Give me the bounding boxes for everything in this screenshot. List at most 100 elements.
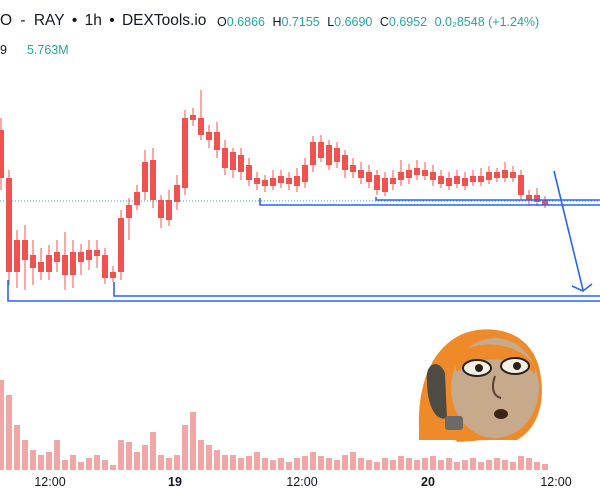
candle <box>118 210 124 280</box>
volume-bar <box>70 455 76 470</box>
candle-body <box>478 176 484 182</box>
candle <box>486 166 492 184</box>
volume-bar <box>542 464 548 470</box>
chart-title: O - RAY • 1h • DEXTools.io <box>0 12 206 30</box>
symbol-fragment: O <box>0 12 13 29</box>
candle-body <box>390 178 396 184</box>
candle-body <box>190 115 196 120</box>
close-label: C <box>379 15 389 29</box>
candle-body <box>46 255 52 272</box>
candle <box>230 148 236 178</box>
volume-bar <box>534 462 540 470</box>
volume-bar <box>310 452 316 470</box>
trend-down-arrow[interactable] <box>553 170 584 291</box>
candle <box>14 230 20 288</box>
candle <box>254 172 260 190</box>
candle-body <box>94 250 100 256</box>
candle-body <box>254 178 260 184</box>
candle <box>454 170 460 188</box>
x-axis-label: 12:00 <box>540 475 572 489</box>
open-value: 0.6866 <box>226 15 265 29</box>
candle <box>358 162 364 184</box>
candle <box>174 175 180 210</box>
candle <box>150 148 156 208</box>
candle <box>478 168 484 186</box>
x-axis-label: 12:00 <box>34 475 66 489</box>
title-dot: • <box>109 12 115 29</box>
volume-bar <box>0 380 4 470</box>
low-value: 0.6690 <box>334 15 373 29</box>
candle <box>198 90 204 140</box>
candle-body <box>142 162 148 192</box>
title-separator: - <box>20 12 26 29</box>
candle <box>326 140 332 170</box>
change-value: 0.0₂8548 (+1.24%) <box>434 15 540 29</box>
volume-bar <box>246 456 252 470</box>
volume-bar <box>54 440 60 470</box>
candle-body <box>198 118 204 135</box>
candle-body <box>422 170 428 176</box>
candle <box>222 140 228 175</box>
volume-bar <box>126 442 132 470</box>
volume-bar <box>486 460 492 470</box>
volume-bar <box>22 440 28 470</box>
candle <box>286 172 292 190</box>
interval-label[interactable]: 1h <box>84 12 102 29</box>
volume-bar <box>238 458 244 470</box>
volume-bar <box>38 455 44 470</box>
candle <box>38 248 44 280</box>
candle <box>102 248 108 284</box>
support-line-mid[interactable] <box>375 197 600 201</box>
candle-body <box>470 176 476 182</box>
candle <box>510 166 516 182</box>
candle <box>70 240 76 288</box>
candle-body <box>350 165 356 172</box>
candle-body <box>238 155 244 172</box>
candle <box>238 148 244 180</box>
candle <box>246 158 252 186</box>
source-label: DEXTools.io <box>121 12 207 29</box>
candle-body <box>382 178 388 192</box>
volume-bar <box>390 460 396 470</box>
volume-bar <box>6 395 12 470</box>
candle-body <box>30 255 36 268</box>
volume-bar <box>462 460 468 470</box>
volume-readout: 9 5.763M <box>0 43 69 57</box>
candle-body <box>14 240 20 272</box>
candle <box>278 170 284 188</box>
volume-bar <box>326 458 332 470</box>
volume-bar <box>446 458 452 470</box>
candle-body <box>0 130 4 178</box>
open-label: O <box>217 15 227 29</box>
candle-body <box>406 170 412 178</box>
volume-bar <box>30 450 36 470</box>
candle <box>310 136 316 172</box>
support-line-upper[interactable] <box>259 198 600 206</box>
volume-value: 5.763M <box>26 43 69 57</box>
volume-bar <box>62 460 68 470</box>
candle <box>374 170 380 195</box>
candle <box>126 198 132 240</box>
candle-body <box>110 272 116 278</box>
candles <box>0 90 548 290</box>
candle-body <box>102 255 108 278</box>
volume-bar <box>294 458 300 470</box>
volume-bar <box>438 460 444 470</box>
volume-label-fragment: 9 <box>0 43 7 57</box>
high-value: 0.7155 <box>281 15 320 29</box>
volume-bar <box>358 458 364 470</box>
candle <box>270 170 276 190</box>
close-value: 0.6952 <box>388 15 428 29</box>
volume-bar <box>334 460 340 470</box>
candle <box>542 196 548 208</box>
volume-bar <box>350 452 356 470</box>
support-line-bottom[interactable] <box>7 280 600 302</box>
x-axis-label: 12:00 <box>286 475 318 489</box>
candle <box>190 108 196 126</box>
candle-body <box>462 178 468 186</box>
volume-bar <box>110 465 116 470</box>
candle <box>446 172 452 190</box>
volume-bar <box>454 462 460 470</box>
support-line-lower[interactable] <box>113 282 600 297</box>
